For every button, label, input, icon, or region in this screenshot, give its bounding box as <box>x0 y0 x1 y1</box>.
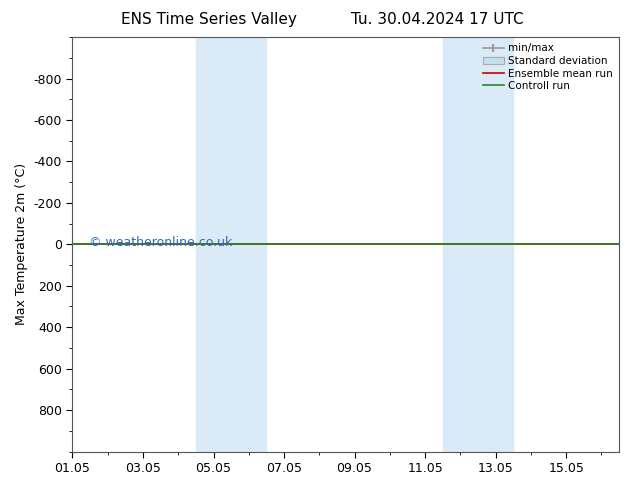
Bar <box>443 37 513 452</box>
Legend: min/max, Standard deviation, Ensemble mean run, Controll run: min/max, Standard deviation, Ensemble me… <box>480 40 616 94</box>
Bar <box>196 37 266 452</box>
Text: Tu. 30.04.2024 17 UTC: Tu. 30.04.2024 17 UTC <box>351 12 524 27</box>
Text: © weatheronline.co.uk: © weatheronline.co.uk <box>89 236 232 249</box>
Y-axis label: Max Temperature 2m (°C): Max Temperature 2m (°C) <box>15 163 28 325</box>
Text: ENS Time Series Valley: ENS Time Series Valley <box>121 12 297 27</box>
